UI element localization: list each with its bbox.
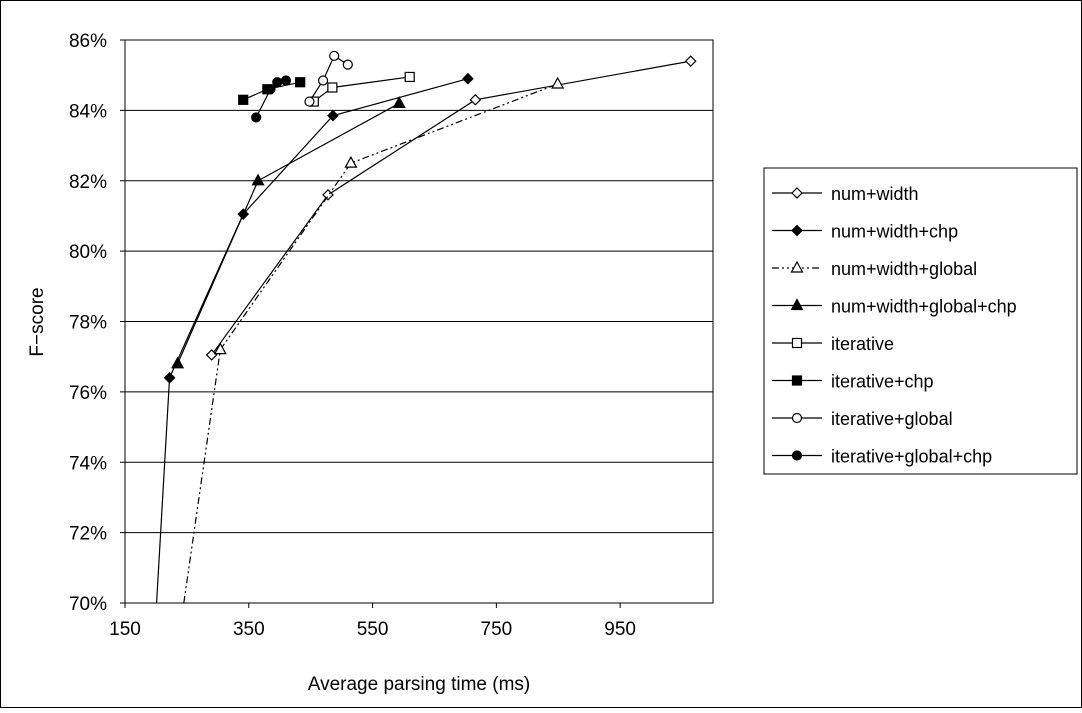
- legend-item: num+width+global: [772, 259, 977, 279]
- data-point-square-open: [404, 71, 415, 83]
- series-num-plus-width-plus-global-plus-chp: [171, 96, 406, 369]
- data-point-circle-open: [304, 96, 315, 107]
- legend-marker-triangle-open: [790, 260, 804, 273]
- y-tick-label: 72%: [69, 524, 107, 545]
- data-point-triangle-filled: [392, 96, 406, 108]
- x-axis-title: Average parsing time (ms): [308, 674, 530, 695]
- legend-label: num+width+global: [831, 259, 977, 279]
- x-axis-ticks: 150 350 550 750 950: [109, 603, 636, 640]
- y-axis-title: F−score: [27, 287, 48, 356]
- data-point-triangle-filled: [251, 173, 265, 186]
- data-point-triangle-open: [551, 76, 565, 89]
- legend-marker-diamond-filled: [791, 224, 803, 237]
- legend-label: iterative+global: [831, 409, 953, 429]
- legend-item: iterative+global: [772, 409, 953, 429]
- series-layer: [155, 50, 697, 604]
- y-axis-ticks: 70% 72% 74% 76% 78% 80% 82% 84% 86%: [69, 31, 125, 615]
- data-point-circle-filled: [272, 77, 283, 88]
- y-tick-label: 84%: [69, 101, 107, 122]
- data-point-triangle-open: [344, 155, 358, 168]
- legend-item: num+width: [772, 184, 919, 204]
- legend-item: iterative+chp: [772, 372, 934, 392]
- data-point-diamond-open: [469, 93, 482, 106]
- series-line: [219, 83, 558, 350]
- data-point-square-filled: [295, 77, 306, 88]
- data-point-circle-filled: [251, 112, 262, 123]
- legend-marker-square-open: [791, 337, 803, 349]
- data-point-diamond-open: [322, 188, 334, 201]
- series-iterative-plus-global-plus-chp: [251, 75, 292, 123]
- y-tick-label: 82%: [69, 172, 107, 193]
- legend-marker-circle-filled: [791, 450, 803, 461]
- x-tick-label: 950: [604, 619, 636, 640]
- data-point-square-open: [327, 82, 338, 93]
- data-point-circle-filled: [265, 84, 276, 95]
- data-point-triangle-open: [213, 342, 227, 355]
- legend-item: num+width+chp: [772, 222, 958, 242]
- data-point-diamond-filled: [462, 72, 474, 85]
- legend-label: num+width: [831, 184, 919, 204]
- data-point-circle-open: [317, 75, 329, 86]
- y-tick-label: 80%: [69, 242, 107, 263]
- legend: num+width num+width+chp num+width+global nu…: [763, 167, 1078, 475]
- x-tick-label: 750: [481, 619, 513, 640]
- legend-label: iterative+global+chp: [831, 447, 992, 467]
- data-point-diamond-filled: [327, 109, 339, 122]
- x-tick-label: 150: [109, 619, 141, 640]
- legend-label: iterative+chp: [831, 372, 934, 392]
- series-num-plus-width-plus-global: [213, 76, 565, 355]
- legend-item: iterative+global+chp: [772, 447, 992, 467]
- legend-label: iterative: [831, 334, 894, 354]
- x-tick-label: 550: [357, 619, 389, 640]
- series-line-extension-num-plus-width-plus-chp: [155, 377, 171, 604]
- legend-marker-diamond-open: [791, 187, 803, 199]
- series-line: [308, 54, 349, 102]
- data-point-diamond-open: [684, 55, 697, 67]
- data-point-diamond-filled: [163, 371, 176, 384]
- series-line: [211, 60, 691, 356]
- y-tick-label: 74%: [69, 453, 107, 474]
- legend-marker-circle-open: [791, 412, 803, 424]
- legend-label: num+width+global+chp: [831, 297, 1017, 317]
- series-iterative-plus-global: [304, 50, 353, 107]
- legend-label: num+width+chp: [831, 222, 958, 242]
- legend-item: iterative: [772, 334, 894, 354]
- x-tick-label: 350: [233, 619, 265, 640]
- legend-item: num+width+global+chp: [772, 297, 1017, 317]
- data-point-circle-open: [342, 59, 353, 70]
- y-tick-label: 86%: [69, 31, 107, 52]
- legend-box: [763, 167, 1078, 475]
- data-point-circle-open: [329, 50, 340, 61]
- y-tick-label: 78%: [69, 313, 107, 334]
- series-line-extension-num-plus-width-plus-global: [183, 349, 221, 604]
- y-tick-label: 76%: [69, 383, 107, 404]
- y-tick-label: 70%: [69, 594, 107, 615]
- legend-marker-square-filled: [791, 375, 803, 386]
- legend-marker-triangle-filled: [790, 298, 804, 311]
- data-point-square-filled: [238, 94, 249, 105]
- data-point-circle-filled: [280, 75, 292, 86]
- data-point-triangle-filled: [171, 356, 185, 369]
